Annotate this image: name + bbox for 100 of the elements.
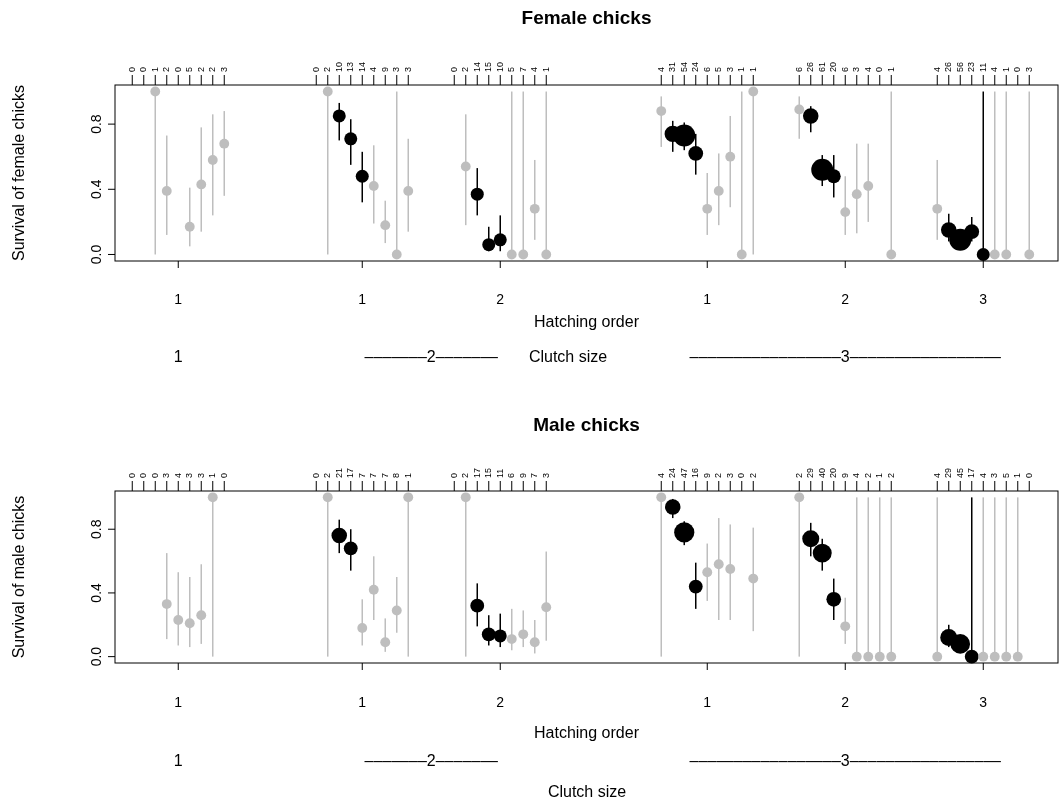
y-tick-label: 0.8	[88, 519, 104, 539]
x-tick-label: 24	[690, 61, 701, 72]
x-tick-label: 15	[483, 61, 494, 72]
y-tick-label: 0.8	[88, 114, 104, 134]
text: 2	[496, 694, 505, 710]
text: –––––––2–––––––	[364, 348, 499, 365]
x-tick-label: 2	[460, 472, 471, 478]
x-tick-label: 2	[793, 472, 804, 478]
text: –––––––2–––––––	[364, 752, 499, 769]
x-tick-label: 1	[874, 472, 885, 478]
x-axis-title: Hatching order	[534, 724, 640, 741]
x-tick-label: 26	[943, 61, 954, 72]
y-tick-label: 0.0	[88, 646, 104, 667]
x-tick-label: 0	[1023, 472, 1034, 478]
x-tick-label: 3	[161, 472, 172, 478]
x-tick-label: 0	[1012, 66, 1023, 72]
x-tick-label: 26	[805, 61, 816, 72]
x-tick-label: 0	[126, 66, 137, 72]
x-tick-label: 2	[207, 66, 218, 72]
text: 1	[703, 694, 712, 710]
x-tick-label: 4	[529, 66, 540, 72]
x-tick-label: 1	[540, 66, 551, 72]
x-tick-label: 0	[874, 66, 885, 72]
x-tick-label: 2	[161, 66, 172, 72]
x-tick-label: 17	[345, 467, 356, 478]
x-tick-label: 2	[322, 472, 333, 478]
x-tick-label: 4	[931, 472, 942, 478]
x-tick-label: 2	[322, 66, 333, 72]
x-tick-label: 4	[172, 472, 183, 478]
x-tick-label: 1	[1012, 472, 1023, 478]
x-tick-label: 0	[448, 66, 459, 72]
x-tick-label: 20	[828, 61, 839, 72]
text: 3	[979, 694, 988, 710]
y-tick-label: 0.4	[88, 582, 104, 603]
x-tick-label: 5	[184, 66, 195, 72]
text: 1	[703, 291, 712, 307]
x-tick-label: 1	[885, 66, 896, 72]
x-tick-label: 14	[356, 61, 367, 72]
x-tick-label: 7	[368, 472, 379, 478]
x-tick-label: 13	[345, 61, 356, 72]
x-tick-label: 4	[989, 66, 1000, 72]
x-tick-label: 16	[690, 467, 701, 478]
x-tick-label: 3	[540, 472, 551, 478]
x-tick-label: 4	[851, 472, 862, 478]
x-tick-label: 0	[736, 472, 747, 478]
text: Clutch size	[528, 348, 608, 365]
x-tick-label: 9	[701, 472, 712, 478]
x-tick-label: 45	[954, 467, 965, 478]
x-tick-label: 3	[851, 66, 862, 72]
x-tick-label: 1	[736, 66, 747, 72]
x-tick-label: 14	[471, 61, 482, 72]
text: 1	[173, 348, 183, 365]
x-tick-label: 0	[310, 472, 321, 478]
x-tick-label: 4	[655, 66, 666, 72]
x-tick-label: 3	[195, 472, 206, 478]
x-tick-label: 56	[954, 61, 965, 72]
text: 2	[841, 291, 850, 307]
x-tick-label: 2	[885, 472, 896, 478]
x-tick-label: 1	[747, 66, 758, 72]
x-tick-label: 3	[402, 66, 413, 72]
x-tick-label: 24	[667, 467, 678, 478]
text: 2	[496, 291, 505, 307]
x-tick-label: 15	[483, 467, 494, 478]
x-tick-label: 8	[391, 472, 402, 478]
x-tick-label: 3	[724, 472, 735, 478]
text: 1	[174, 291, 183, 307]
x-tick-label: 7	[356, 472, 367, 478]
x-tick-label: 7	[379, 472, 390, 478]
y-axis-title: Survival of female chicks	[10, 84, 27, 262]
x-tick-label: 61	[816, 61, 827, 72]
x-tick-label: 4	[368, 66, 379, 72]
text: 3	[979, 291, 988, 307]
x-tick-label: 23	[966, 61, 977, 72]
text: 2	[841, 694, 850, 710]
x-tick-label: 20	[828, 467, 839, 478]
x-tick-label: 9	[517, 472, 528, 478]
x-tick-label: 1	[149, 66, 160, 72]
x-tick-label: 0	[126, 472, 137, 478]
x-tick-label: 5	[713, 66, 724, 72]
x-tick-label: 6	[506, 472, 517, 478]
chart-title: Female chicks	[521, 7, 652, 28]
x-tick-label: 54	[678, 61, 689, 72]
x-tick-label: 0	[448, 472, 459, 478]
x-tick-label: 10	[333, 61, 344, 72]
x-tick-label: 3	[724, 66, 735, 72]
x-tick-label: 29	[943, 467, 954, 478]
x-tick-label: 0	[138, 66, 149, 72]
x-tick-label: 0	[172, 66, 183, 72]
chart-title: Male chicks	[533, 414, 640, 435]
x-tick-label: 3	[184, 472, 195, 478]
text: –––––––––––––––––3–––––––––––––––––	[689, 348, 1002, 365]
x-tick-label: 2	[747, 472, 758, 478]
x-tick-label: 11	[977, 62, 988, 72]
x-tick-label: 7	[517, 66, 528, 72]
x-tick-label: 29	[805, 467, 816, 478]
x-tick-label: 21	[333, 467, 344, 478]
x-tick-label: 6	[701, 66, 712, 72]
x-tick-label: 2	[460, 66, 471, 72]
text: 1	[174, 694, 183, 710]
x-tick-label: 0	[218, 472, 229, 478]
